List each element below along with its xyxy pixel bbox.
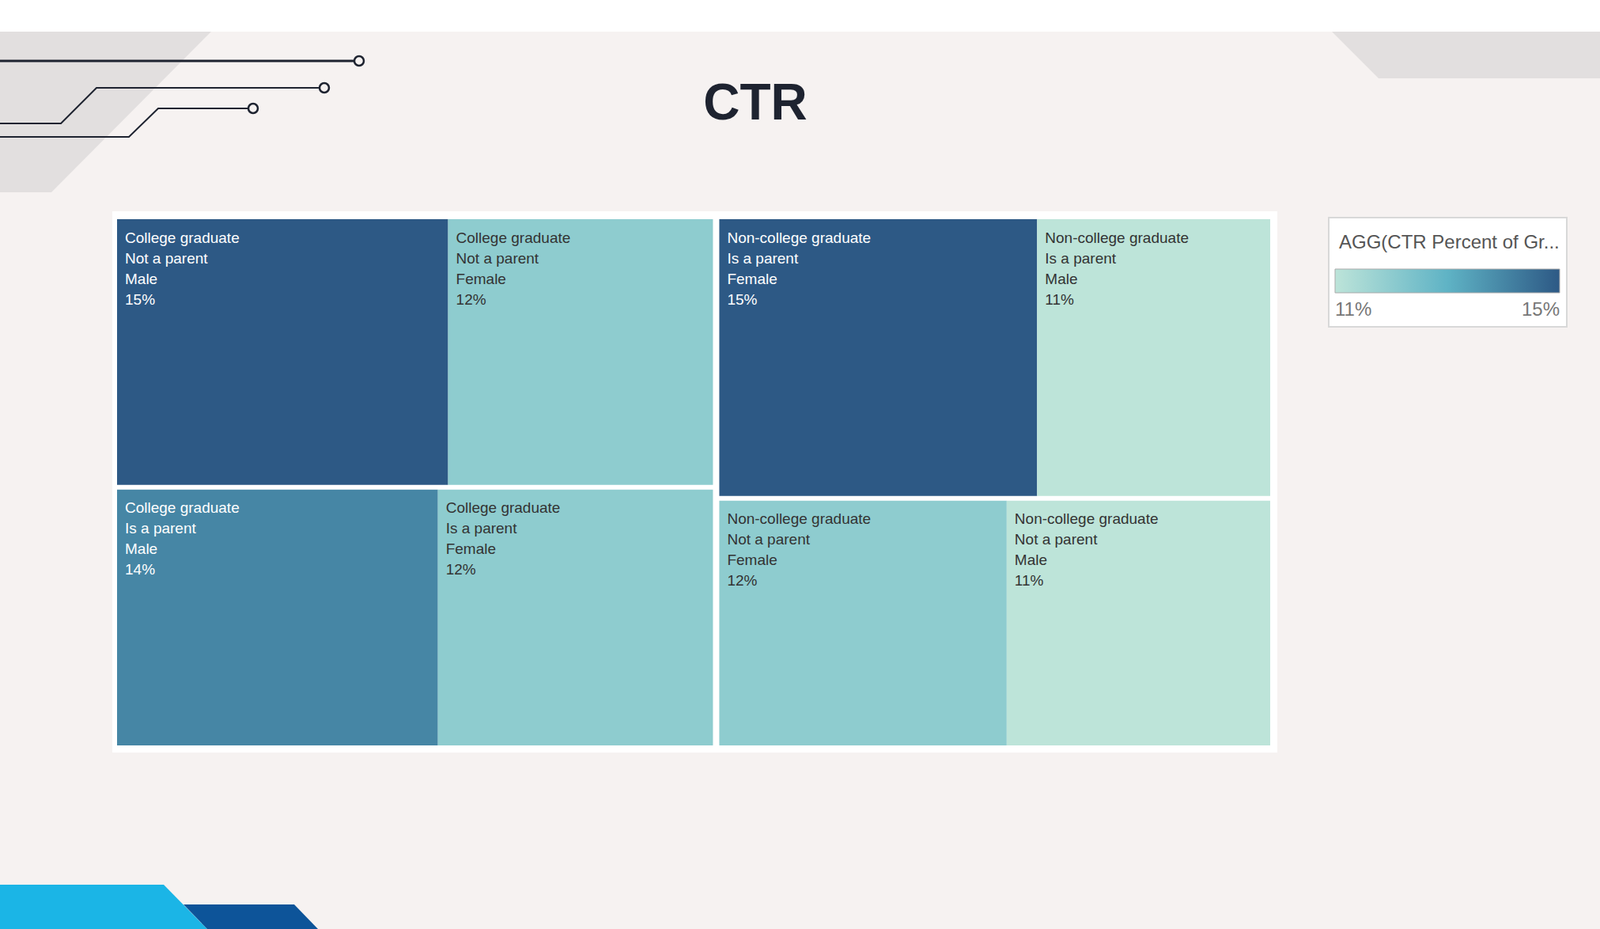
svg-text:Female: Female	[726, 551, 777, 568]
svg-text:Male: Male	[124, 270, 158, 288]
svg-text:Is a parent: Is a parent	[446, 519, 518, 537]
svg-text:15%: 15%	[726, 291, 757, 308]
svg-text:AGG(CTR Percent of Gr...: AGG(CTR Percent of Gr...	[1339, 230, 1560, 253]
svg-text:College graduate: College graduate	[124, 499, 240, 516]
svg-text:College graduate: College graduate	[446, 499, 561, 516]
svg-text:Female: Female	[726, 270, 777, 288]
svg-text:Non-college graduate: Non-college graduate	[726, 229, 871, 246]
svg-text:12%: 12%	[456, 291, 487, 308]
svg-text:CTR: CTR	[703, 73, 808, 131]
svg-text:College graduate: College graduate	[456, 229, 572, 246]
svg-text:Not a parent: Not a parent	[456, 249, 540, 267]
svg-text:Not a parent: Not a parent	[1014, 530, 1098, 548]
svg-text:11%: 11%	[1044, 291, 1075, 308]
svg-text:Non-college graduate: Non-college graduate	[1044, 229, 1189, 246]
svg-text:Male: Male	[1014, 551, 1048, 568]
svg-text:Is a parent: Is a parent	[1044, 249, 1116, 267]
svg-text:Is a parent: Is a parent	[726, 249, 799, 267]
svg-text:Male: Male	[124, 540, 158, 557]
svg-text:Female: Female	[456, 270, 507, 288]
svg-text:Male: Male	[1044, 270, 1078, 288]
svg-text:Female: Female	[446, 540, 496, 557]
svg-text:15%: 15%	[1521, 298, 1560, 320]
svg-text:Not a parent: Not a parent	[124, 249, 209, 267]
svg-text:12%: 12%	[446, 560, 477, 578]
svg-text:Is a parent: Is a parent	[124, 519, 197, 537]
svg-text:Not a parent: Not a parent	[726, 530, 810, 548]
svg-text:15%: 15%	[124, 291, 156, 308]
svg-text:12%: 12%	[726, 571, 757, 589]
svg-text:11%: 11%	[1014, 571, 1044, 589]
svg-text:14%: 14%	[124, 560, 156, 578]
svg-text:College graduate: College graduate	[124, 229, 240, 246]
svg-text:Non-college graduate: Non-college graduate	[726, 510, 871, 527]
svg-text:Non-college graduate: Non-college graduate	[1014, 510, 1159, 527]
svg-text:11%: 11%	[1335, 298, 1372, 320]
